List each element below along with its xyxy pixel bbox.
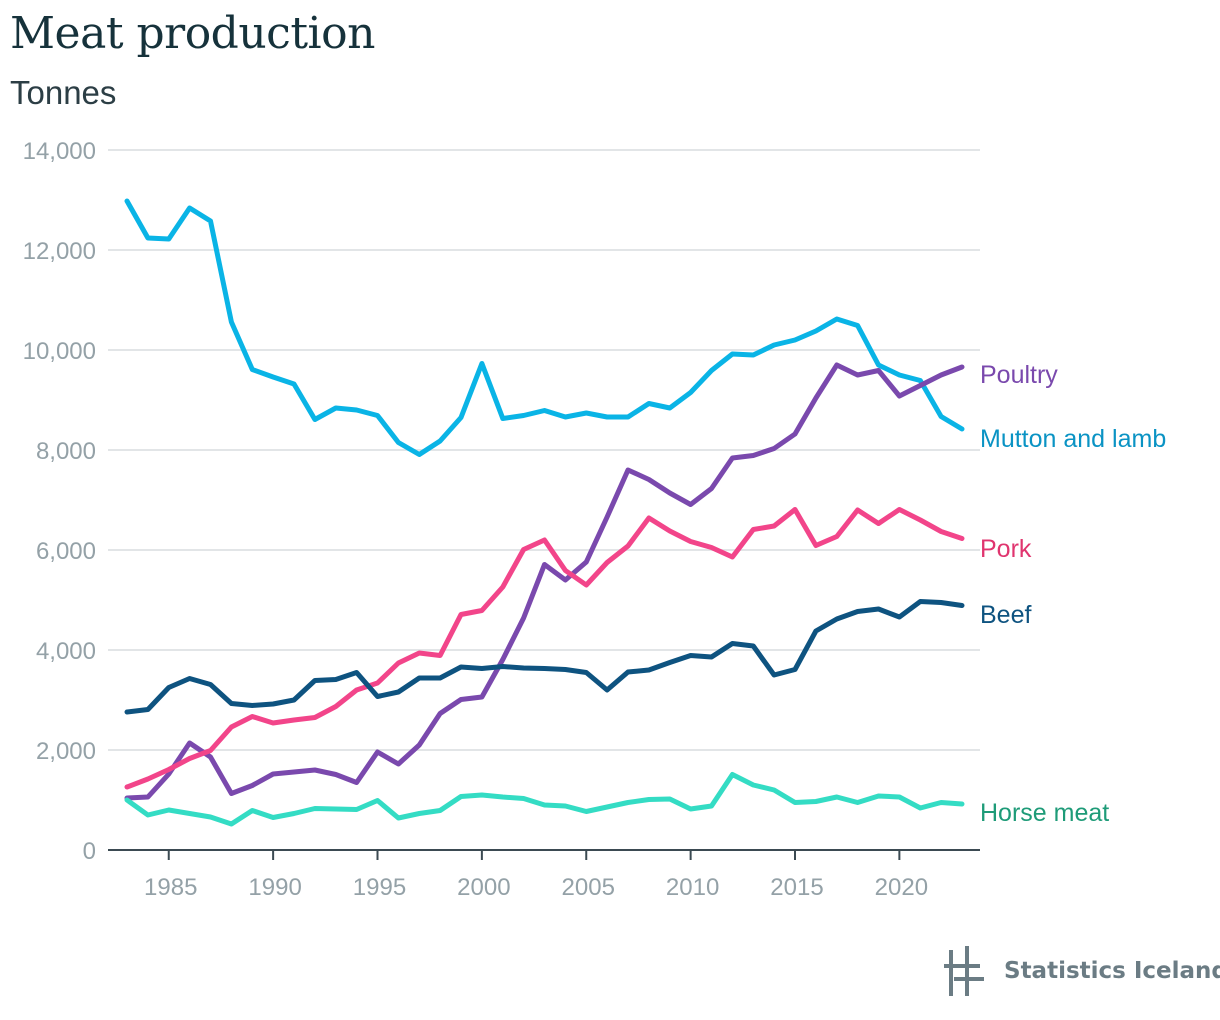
x-tick-label: 2000 [457, 874, 510, 901]
series-line-mutton-and-lamb [124, 198, 965, 457]
y-tick-label: 4,000 [36, 638, 96, 665]
chart-unit-label: Tonnes [10, 74, 117, 111]
chart-title: Meat production [10, 8, 375, 59]
y-tick-label: 6,000 [36, 538, 96, 565]
x-tick-label: 2020 [875, 874, 928, 901]
series-label-mutton-and-lamb: Mutton and lamb [980, 425, 1166, 453]
series-label-beef: Beef [980, 601, 1031, 629]
x-tick-label: 2015 [770, 874, 823, 901]
y-tick-label: 10,000 [23, 338, 96, 365]
gridlines [108, 149, 980, 751]
series-labels: Mutton and lamb Poultry Pork Beef Horse meat [980, 361, 1166, 827]
x-tick-label: 2010 [666, 874, 719, 901]
series-label-poultry: Poultry [980, 361, 1058, 389]
statistics-iceland-logo-icon [944, 946, 984, 996]
y-tick-label: 0 [83, 838, 96, 865]
series-lines [124, 198, 965, 827]
series-line-horse-meat [124, 772, 965, 827]
series-line-beef [124, 599, 965, 715]
x-tick-label: 1995 [353, 874, 406, 901]
series-line-pork [124, 507, 965, 790]
axes: 0 2,000 4,000 6,000 8,000 10,000 12,000 14,000 1… [23, 138, 980, 901]
y-tick-label: 8,000 [36, 438, 96, 465]
x-tick-label: 1990 [248, 874, 301, 901]
series-label-pork: Pork [980, 535, 1032, 563]
x-tick-label: 1985 [144, 874, 197, 901]
y-tick-label: 14,000 [23, 138, 96, 165]
y-tick-label: 2,000 [36, 738, 96, 765]
series-line-poultry [124, 362, 965, 801]
brand-name: Statistics Iceland [1004, 958, 1220, 984]
statistics-iceland-logo: Statistics Iceland [944, 944, 1220, 1000]
x-tick-label: 2005 [562, 874, 615, 901]
series-label-horse-meat: Horse meat [980, 799, 1109, 827]
y-tick-label: 12,000 [23, 238, 96, 265]
